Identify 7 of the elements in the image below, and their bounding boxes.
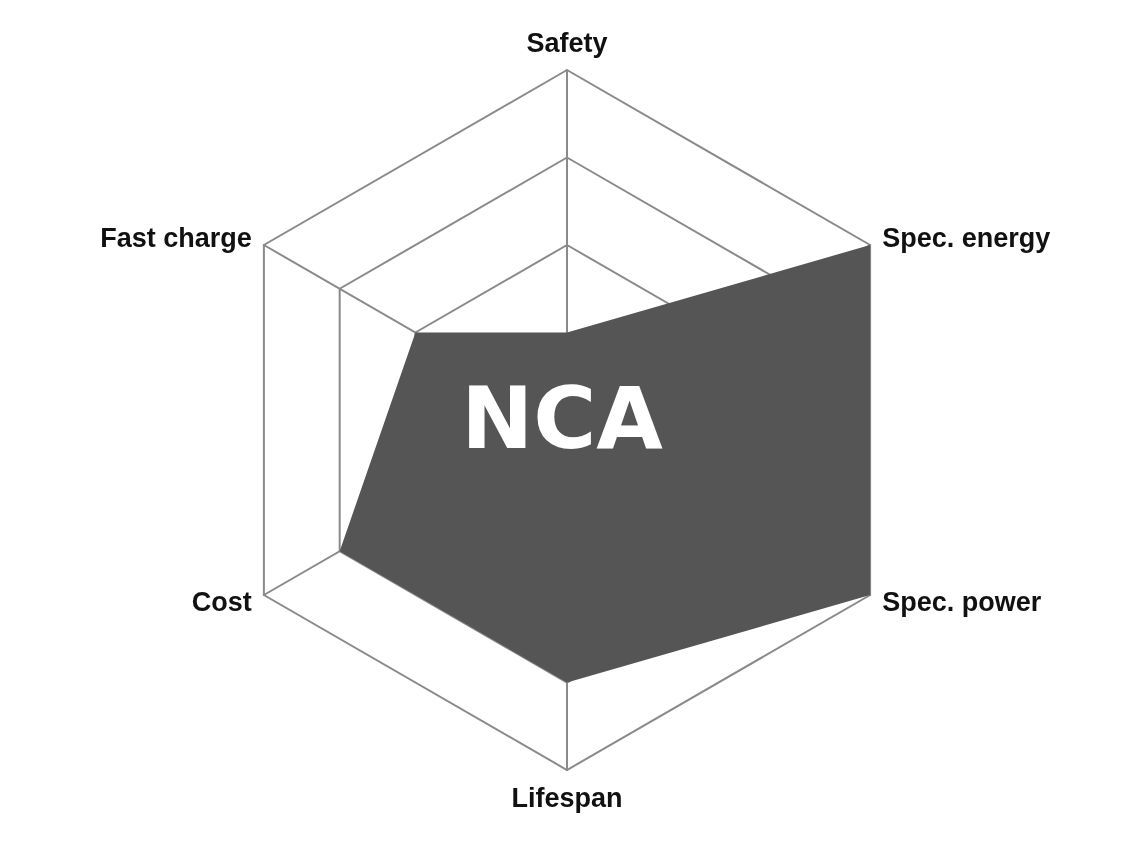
spoke-label: Spec. power (882, 587, 1042, 617)
spoke-label: Spec. energy (882, 223, 1051, 253)
text: NCA (461, 368, 664, 468)
spoke-label: Lifespan (511, 782, 623, 813)
spoke-label: Fast charge (100, 223, 252, 253)
spoke-label: Cost (191, 587, 252, 617)
spoke-label: Safety (526, 27, 608, 58)
